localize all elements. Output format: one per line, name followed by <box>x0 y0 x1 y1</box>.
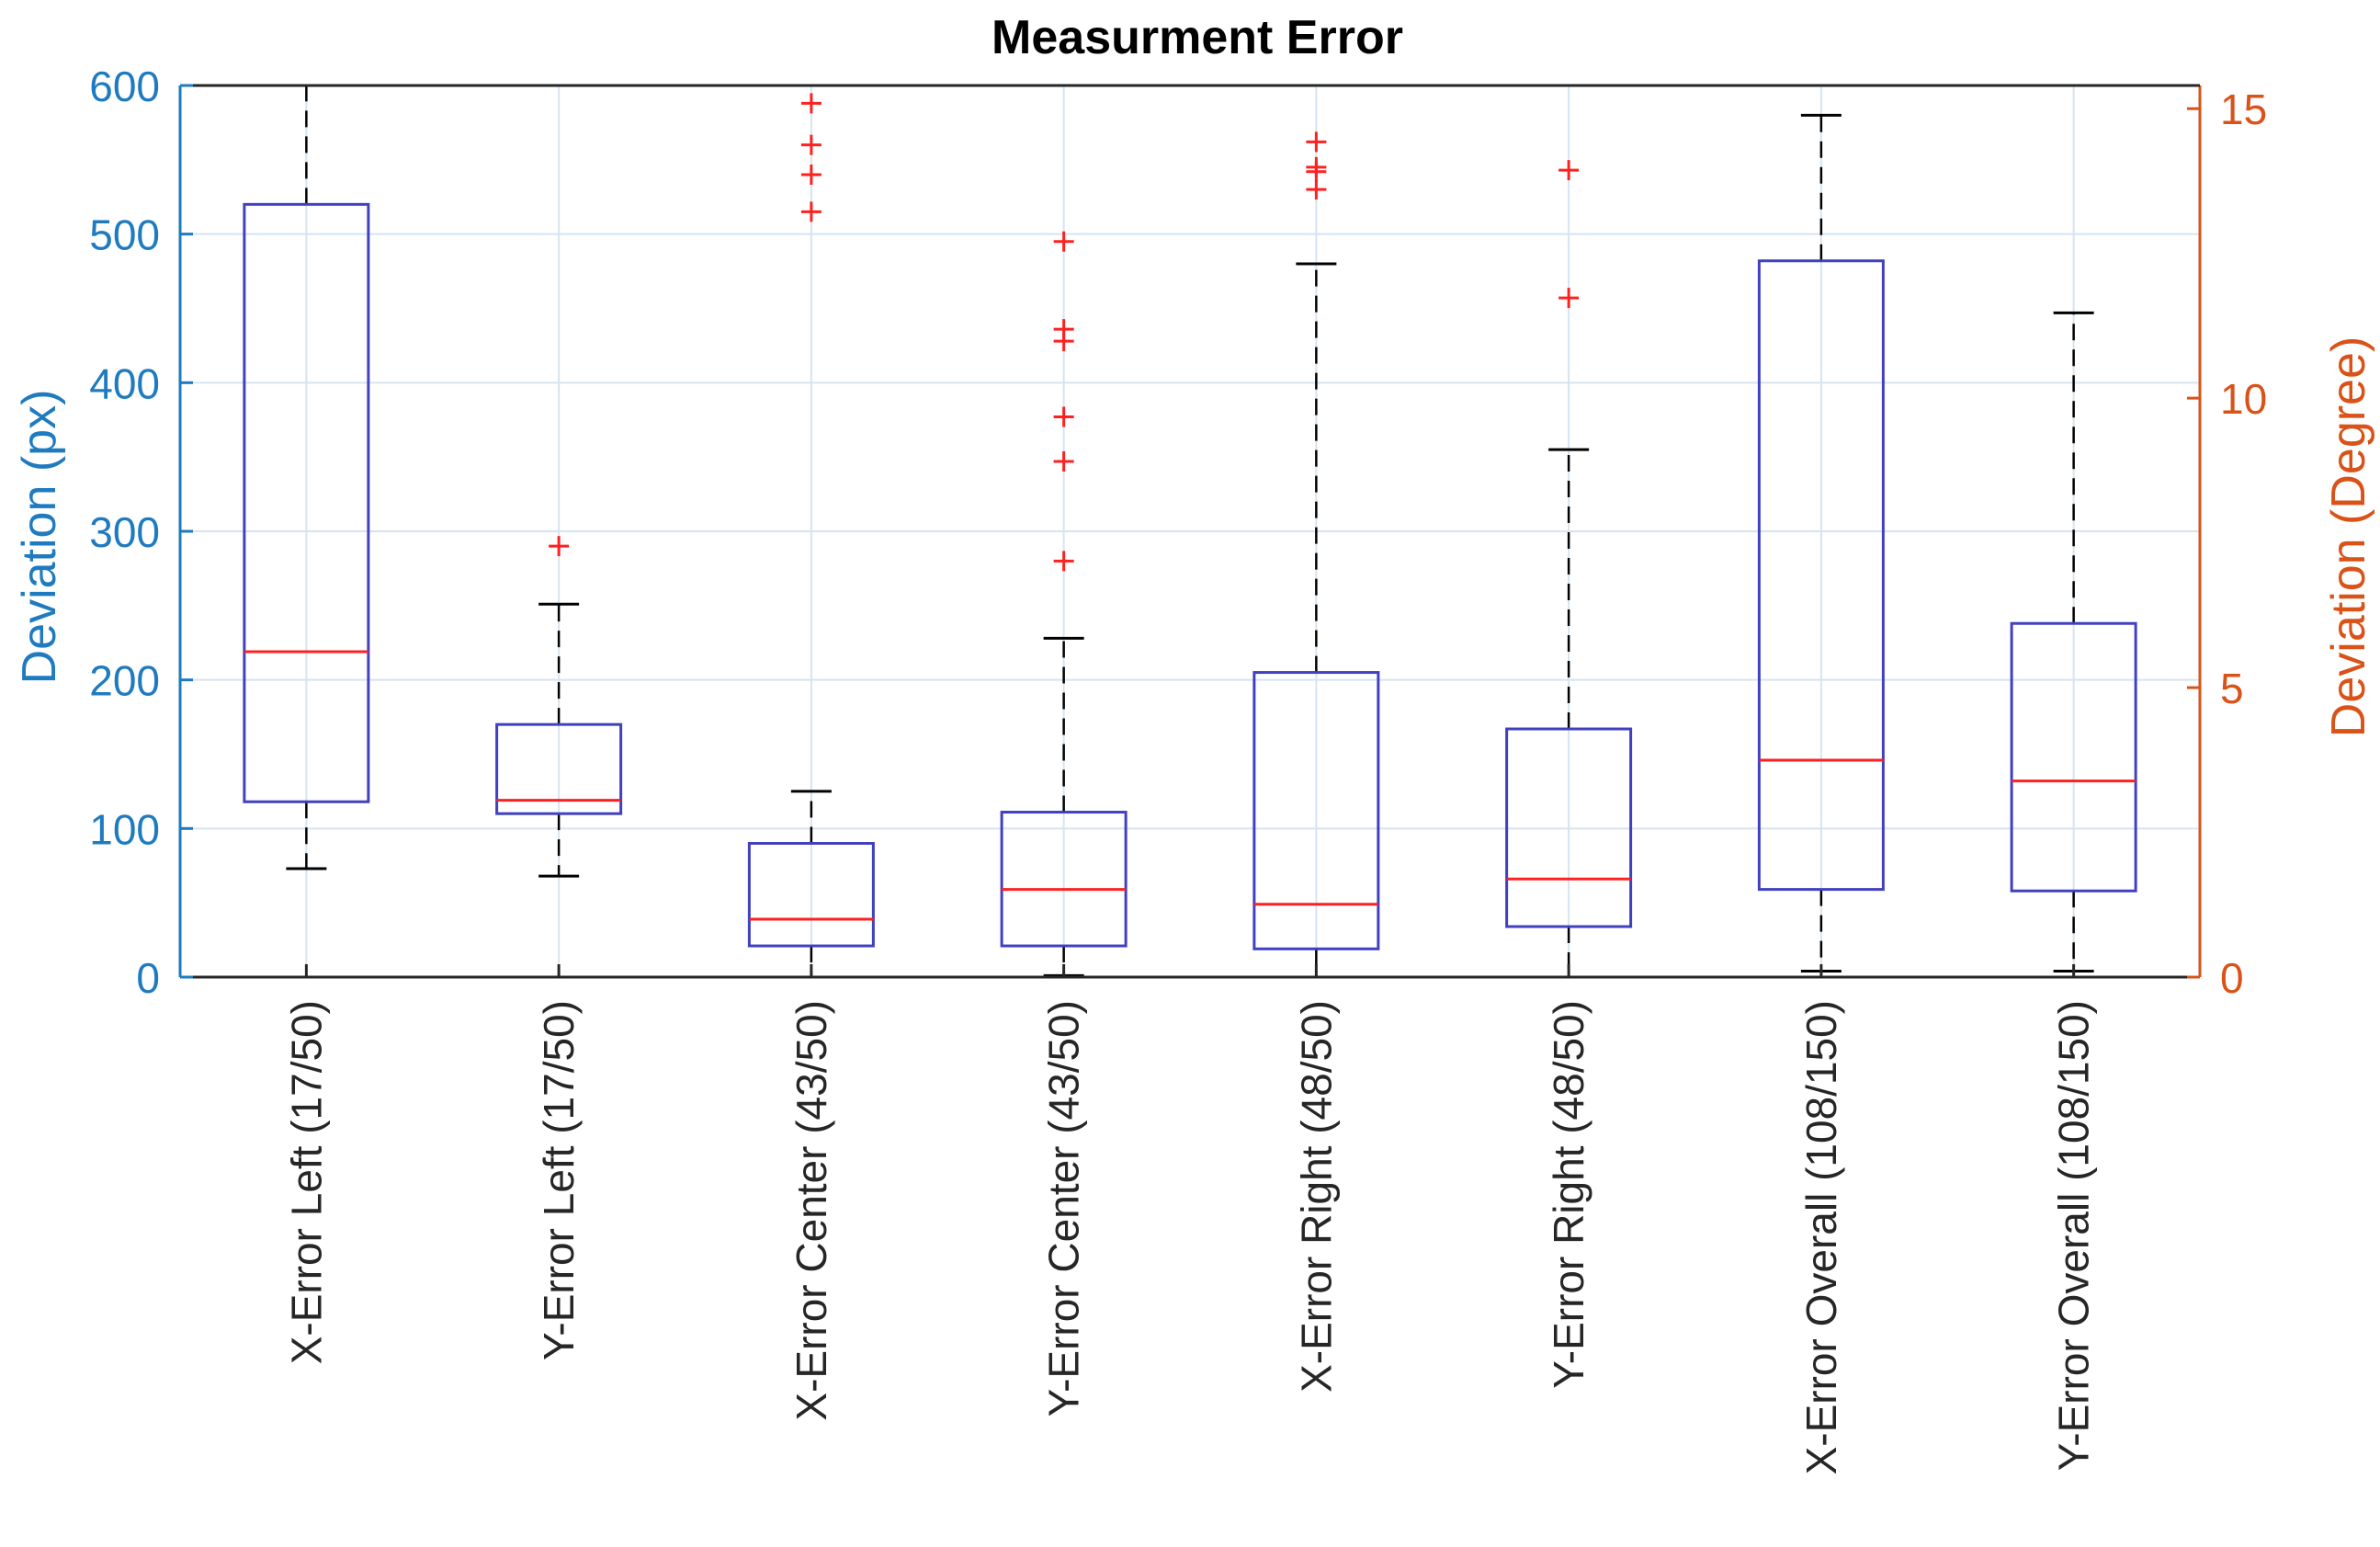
y-right-tick-label: 10 <box>2220 375 2267 423</box>
box-iqr <box>747 842 875 948</box>
box-iqr <box>2010 621 2137 893</box>
y-right-tick-label: 0 <box>2220 954 2244 1002</box>
outlier-marker <box>800 93 822 114</box>
y-left-tick-label: 100 <box>89 805 160 853</box>
outlier-marker <box>1053 451 1074 472</box>
box-iqr <box>495 722 623 815</box>
box-group <box>1757 113 1885 973</box>
chart-title: Measurment Error <box>992 11 1403 64</box>
y-left-tick-label: 200 <box>89 657 160 705</box>
outlier-marker <box>800 165 822 185</box>
outlier-marker <box>1053 406 1074 427</box>
box-group <box>1000 231 1128 977</box>
outlier-marker <box>1558 160 1580 181</box>
box-group <box>243 85 370 870</box>
outlier-marker <box>549 536 570 557</box>
y-left-tick-label: 0 <box>136 954 160 1002</box>
box-iqr <box>243 202 370 803</box>
y-left-tick-label: 600 <box>89 63 160 110</box>
x-tick-label: X-Error Center (43/50) <box>788 1000 835 1421</box>
x-tick-label: Y-Error Center (43/50) <box>1040 1000 1088 1416</box>
box-iqr <box>1252 671 1380 950</box>
outlier-marker <box>1053 551 1074 572</box>
axes: 0 100 200 300 400 500 600 0 5 10 15 X-Error Left (1… <box>89 63 2267 1474</box>
outlier-marker <box>1306 156 1327 177</box>
outlier-marker <box>1053 231 1074 252</box>
outlier-marker <box>800 201 822 222</box>
box-group <box>495 536 623 878</box>
outlier-marker <box>1306 131 1327 153</box>
box-iqr <box>1757 259 1885 892</box>
y-right-tick-label: 15 <box>2220 85 2267 133</box>
box-group <box>1505 160 1633 979</box>
x-tick-label: X-Error Overall (108/150) <box>1797 1000 1845 1474</box>
x-tick-label: Y-Error Overall (108/150) <box>2050 1000 2098 1471</box>
x-tick-label: Y-Error Left (17/50) <box>535 1000 583 1360</box>
y-left-tick-label: 300 <box>89 508 160 556</box>
box-iqr <box>1000 811 1128 948</box>
y-left-tick-label: 500 <box>89 211 160 259</box>
y-axis-left-label: Deviation (px) <box>13 390 66 685</box>
outlier-marker <box>1053 319 1074 340</box>
outlier-marker <box>1558 288 1580 309</box>
x-tick-label: X-Error Right (48/50) <box>1292 1000 1340 1393</box>
box-iqr <box>1505 727 1633 928</box>
outlier-marker <box>1306 179 1327 200</box>
y-left-tick-label: 400 <box>89 359 160 407</box>
y-axis-right-label: Deviation (Degree) <box>2322 336 2375 737</box>
outlier-marker <box>800 134 822 155</box>
x-tick-label: X-Error Left (17/50) <box>282 1000 330 1364</box>
y-right-tick-label: 5 <box>2220 665 2244 712</box>
x-tick-label: Y-Error Right (48/50) <box>1545 1000 1592 1389</box>
